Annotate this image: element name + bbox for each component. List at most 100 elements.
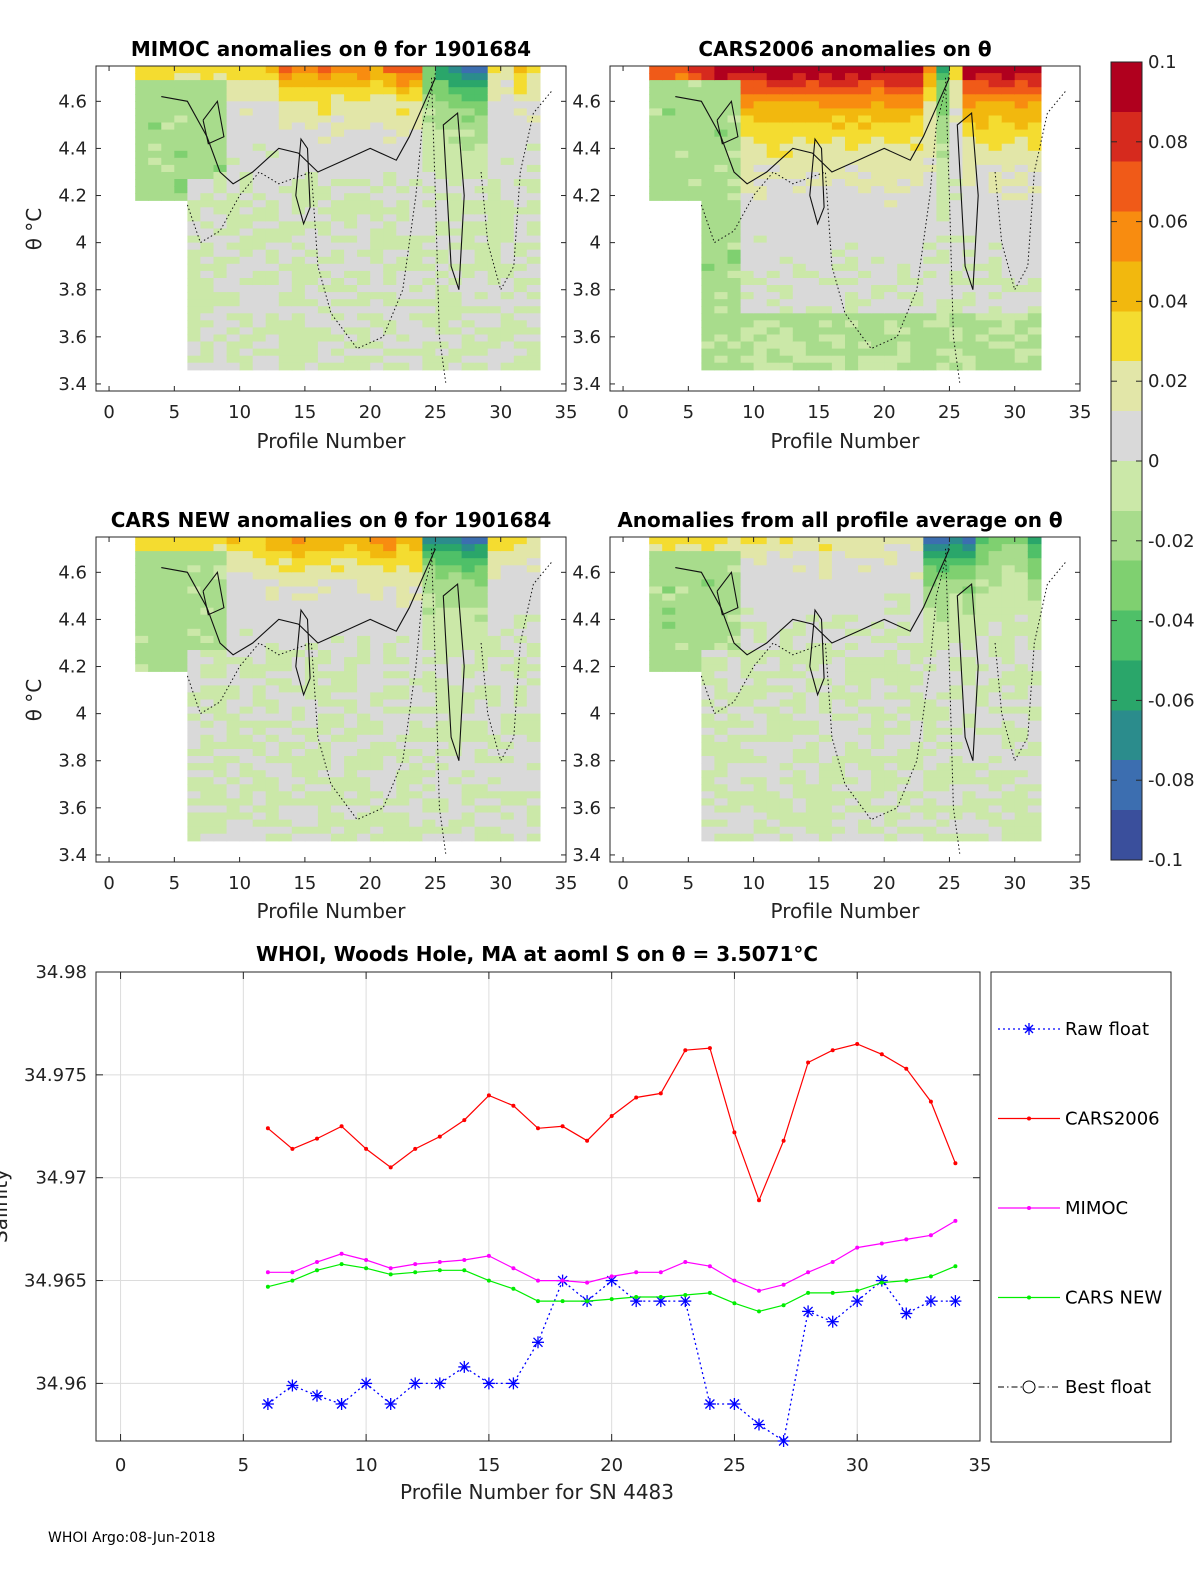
heatmap-cell — [174, 172, 188, 180]
heatmap-cell — [1014, 108, 1029, 117]
heatmap-cell — [962, 320, 977, 328]
heatmap-cell — [649, 600, 663, 609]
heatmap-cell — [766, 207, 781, 215]
heatmap-cell — [766, 791, 781, 799]
heatmap-cell — [831, 777, 846, 785]
heatmap-cell — [200, 685, 215, 694]
heatmap-cell — [226, 692, 241, 701]
heatmap-cell — [513, 699, 528, 708]
heatmap-cell — [291, 263, 306, 272]
heatmap-cell — [1027, 80, 1042, 88]
heatmap-cell — [662, 635, 676, 644]
heatmap-cell — [252, 544, 267, 552]
heatmap-cell — [148, 600, 162, 609]
heatmap-cell — [884, 734, 898, 743]
heatmap-cell — [884, 544, 898, 552]
heatmap-cell — [344, 784, 358, 792]
heatmap-cell — [526, 228, 541, 237]
heatmap-cell — [701, 87, 716, 95]
heatmap-cell — [435, 614, 450, 623]
heatmap-cell — [949, 94, 964, 102]
heatmap-cell — [474, 164, 489, 173]
heatmap-cell — [962, 586, 977, 595]
heatmap-cell — [513, 306, 528, 314]
heatmap-cell — [1014, 129, 1029, 138]
heatmap-cell — [474, 749, 489, 757]
heatmap-cell — [714, 172, 729, 180]
heatmap-cell — [422, 80, 437, 88]
heatmap-cell — [526, 537, 541, 545]
heatmap-cell — [526, 565, 541, 573]
heatmap-cell — [818, 306, 833, 314]
heatmap-cell — [187, 685, 202, 694]
heatmap-cell — [675, 129, 689, 138]
heatmap-cell — [409, 713, 423, 722]
heatmap-cell — [714, 327, 729, 336]
heatmap-cell — [265, 784, 280, 792]
heatmap-cell — [714, 664, 729, 672]
heatmap-cell — [513, 586, 528, 595]
heatmap-cell — [818, 756, 833, 764]
heatmap-cell — [845, 621, 859, 630]
heatmap-cell — [344, 228, 358, 237]
heatmap-cell — [949, 129, 964, 138]
heatmap-cell — [766, 798, 781, 807]
heatmap-cell — [923, 713, 937, 722]
heatmap-cell — [226, 798, 241, 807]
heatmap-cell — [649, 621, 663, 630]
heatmap-cell — [988, 678, 1003, 686]
y-tick-label: 3.4 — [572, 374, 601, 395]
heatmap-cell — [422, 214, 437, 223]
heatmap-cell — [278, 101, 293, 109]
heatmap-cell — [448, 593, 463, 602]
heatmap-cell — [278, 143, 293, 152]
heatmap-cell — [435, 734, 450, 743]
heatmap-cell — [331, 826, 345, 835]
heatmap-cell — [871, 80, 885, 88]
heatmap-cell — [936, 586, 951, 595]
heatmap-cell — [304, 94, 319, 102]
heatmap-cell — [396, 186, 410, 194]
heatmap-cell — [383, 186, 397, 194]
heatmap-cell — [278, 819, 293, 828]
heatmap-cell — [753, 572, 768, 580]
heatmap-cell — [845, 355, 859, 364]
heatmap-cell — [675, 650, 689, 658]
heatmap-cell — [474, 256, 489, 265]
heatmap-cell — [213, 157, 228, 166]
heatmap-cell — [409, 678, 423, 686]
heatmap-cell — [779, 544, 794, 552]
heatmap-cell — [226, 179, 241, 187]
heatmap-cell — [871, 122, 885, 131]
heatmap-cell — [278, 200, 293, 208]
heatmap-cell — [396, 558, 410, 566]
heatmap-cell — [213, 285, 228, 293]
heatmap-cell — [278, 579, 293, 588]
heatmap-cell — [357, 734, 371, 743]
heatmap-cell — [422, 826, 437, 835]
heatmap-cell — [714, 164, 729, 173]
heatmap-cell — [526, 833, 541, 842]
heatmap-cell — [1001, 334, 1016, 343]
heatmap-cell — [513, 544, 528, 552]
heatmap-cell — [213, 66, 228, 74]
heatmap-cell — [688, 650, 702, 658]
heatmap-cell — [910, 122, 924, 131]
heatmap-cell — [831, 621, 846, 630]
heatmap-cell — [884, 784, 898, 792]
heatmap-cell — [871, 650, 885, 658]
heatmap-cell — [252, 362, 267, 371]
heatmap-cell — [435, 87, 450, 95]
heatmap-cell — [500, 270, 515, 279]
heatmap-cell — [714, 73, 729, 81]
heatmap-cell — [148, 143, 162, 152]
heatmap-cell — [949, 355, 964, 364]
heatmap-cell — [871, 756, 885, 764]
heatmap-cell — [701, 579, 716, 588]
heatmap-cell — [962, 565, 977, 573]
heatmap-cell — [239, 186, 254, 194]
heatmap-cell — [357, 614, 371, 623]
heatmap-cell — [805, 320, 820, 328]
heatmap-cell — [252, 115, 267, 124]
heatmap-cell — [858, 362, 872, 371]
